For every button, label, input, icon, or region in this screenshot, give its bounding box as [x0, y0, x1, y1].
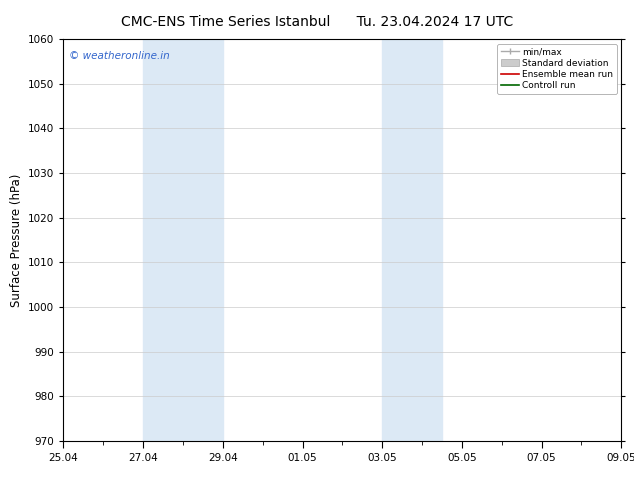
Text: CMC-ENS Time Series Istanbul      Tu. 23.04.2024 17 UTC: CMC-ENS Time Series Istanbul Tu. 23.04.2… — [121, 15, 513, 29]
Legend: min/max, Standard deviation, Ensemble mean run, Controll run: min/max, Standard deviation, Ensemble me… — [497, 44, 617, 94]
Bar — [143, 39, 223, 441]
Y-axis label: Surface Pressure (hPa): Surface Pressure (hPa) — [10, 173, 23, 307]
Bar — [382, 39, 442, 441]
Text: © weatheronline.in: © weatheronline.in — [69, 51, 170, 61]
